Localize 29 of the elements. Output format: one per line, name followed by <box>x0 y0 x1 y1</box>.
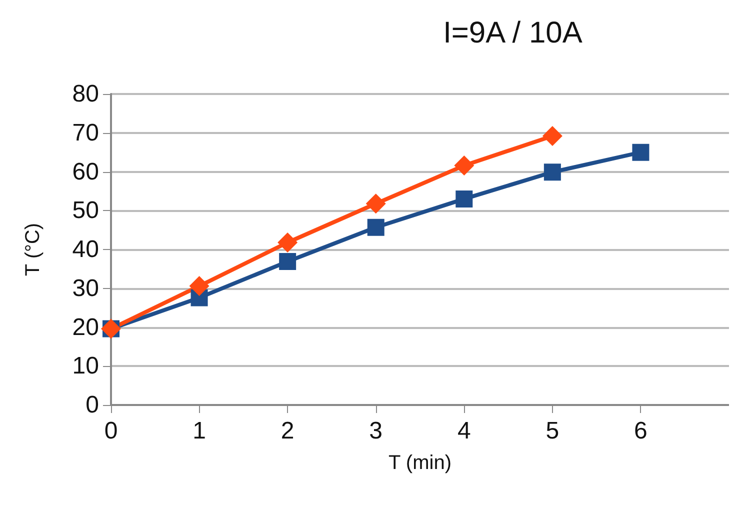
x-axis-title: T (min) <box>388 452 452 474</box>
y-tick-label: 10 <box>72 352 99 380</box>
x-tick-label: 5 <box>546 418 560 444</box>
x-tick-label: 4 <box>457 418 471 444</box>
y-tick-label: 40 <box>72 236 99 263</box>
point <box>542 126 562 146</box>
point <box>278 232 298 253</box>
y-tick-label: 70 <box>72 119 99 146</box>
y-axis-title: T (°C) <box>22 222 44 276</box>
x-tick-label: 1 <box>192 418 206 444</box>
x-tick-label: 2 <box>280 418 294 444</box>
x-tick-label: 3 <box>369 418 383 444</box>
point <box>367 218 384 236</box>
y-tick-label: 60 <box>72 158 99 186</box>
point <box>632 144 650 161</box>
y-tick-label: 50 <box>72 197 99 224</box>
chart-title: I=9A / 10A <box>443 16 582 50</box>
point <box>456 190 473 208</box>
x-tick-label: 0 <box>104 418 118 444</box>
point <box>366 194 386 214</box>
y-tick-label: 20 <box>72 314 99 341</box>
x-tick-label: 6 <box>634 418 648 444</box>
y-tick-label: 80 <box>72 80 99 108</box>
point <box>454 156 474 176</box>
y-tick-label: 0 <box>86 392 99 418</box>
point <box>279 253 296 270</box>
y-tick-label: 30 <box>72 274 99 302</box>
point <box>189 276 210 296</box>
point <box>544 164 561 181</box>
